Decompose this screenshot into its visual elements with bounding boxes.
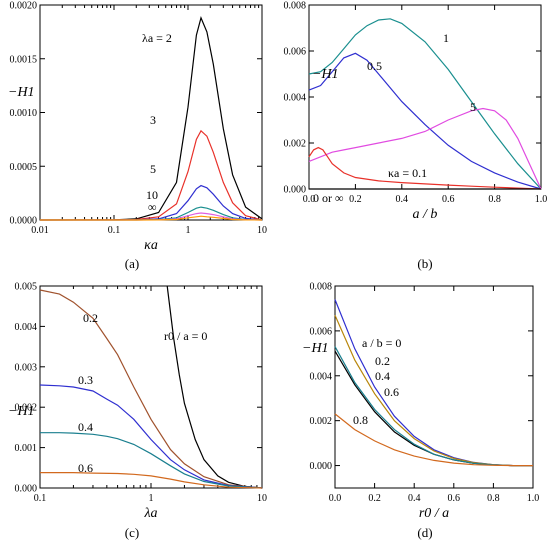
curve-label: 1 [443,31,449,45]
x-axis-label: κa [144,238,158,253]
y-tick-label: 0.008 [310,282,333,293]
x-tick-label: 1 [186,225,191,236]
curve-label: λa = 2 [142,31,172,45]
y-tick-label: 0.000 [284,185,307,196]
x-tick-label: 0.4 [396,194,409,205]
series-line [39,384,263,489]
series-line [308,18,542,190]
curve-label: 0 or ∞ [313,191,344,205]
curve-label: 5 [470,100,476,114]
x-tick-label: 0.4 [408,493,421,504]
y-tick-label: 0.002 [284,139,307,150]
x-axis-label: λa [143,506,157,521]
y-tick-label: 0.003 [15,362,38,373]
series-line [308,107,542,190]
y-tick-label: 0.002 [15,403,38,414]
y-axis-label: −H1 [312,67,339,82]
x-tick-label: 0.8 [487,493,500,504]
y-tick-label: 0.006 [284,47,307,58]
x-tick-label: 0.6 [448,493,461,504]
curve-label: 3 [150,113,156,127]
panel-caption: (a) [125,256,139,271]
series-line [39,16,263,221]
x-tick-label: 1.0 [535,194,548,205]
plot-frame [308,4,542,190]
x-axis-label: r0 / a [419,506,449,521]
x-tick-label: 0.2 [368,493,381,504]
x-tick-label: 10 [257,225,267,236]
chart-panel: 0.01 0.1 1 10 0.0000 0.0005 0.0010 0.0015 0.0020… [8,1,267,272]
y-tick-label: 0.0000 [10,216,38,227]
series-line [39,289,263,489]
y-axis-label: −H1 [302,341,329,356]
y-tick-label: 0.0005 [10,162,38,173]
curve-label: 0.4 [375,369,390,383]
series-line [334,299,533,467]
curve-label: κa = 0.1 [388,166,427,180]
x-tick-label: 0.2 [349,194,362,205]
panel-caption: (b) [417,256,432,271]
series-line [308,52,542,190]
y-tick-label: 0.004 [15,322,38,333]
x-tick-label: 0.1 [108,225,121,236]
x-tick-label: 1 [149,493,154,504]
y-tick-label: 0.002 [310,416,333,427]
plot-frame [334,285,534,489]
series-line [334,413,533,467]
curve-label: 0.6 [384,385,399,399]
series-line [308,146,542,190]
y-tick-label: 0.0020 [10,1,38,12]
series-line [334,346,533,467]
y-tick-label: 0.0010 [10,108,38,119]
y-tick-label: 0.008 [284,1,307,12]
curve-label: 0.2 [83,311,98,325]
curve-label: 0.8 [353,413,368,427]
series-line [40,215,263,221]
x-tick-label: 10 [257,493,267,504]
curve-label: 0.3 [78,373,93,387]
series-line [40,432,263,489]
curve-label: r0 / a = 0 [164,329,207,343]
curve-label: 0.5 [367,59,382,73]
curve-label: 0.4 [78,420,93,434]
chart-panel: 0.0 0.2 0.4 0.6 0.8 1.00.0000.0020.0040.0060.… [302,282,539,541]
series-line [166,285,263,489]
y-tick-label: 0.000 [310,461,333,472]
x-tick-label: 0.0 [329,493,342,504]
curve-label: 5 [150,162,156,176]
y-tick-label: 0.004 [284,93,307,104]
x-axis-label: a / b [413,207,438,222]
curve-label: a / b = 0 [362,336,401,350]
y-tick-label: 0.001 [15,443,38,454]
x-tick-label: 0.1 [34,493,47,504]
curve-label: ∞ [148,200,157,214]
y-tick-label: 0.000 [15,484,38,495]
panel-caption: (c) [125,525,139,540]
y-tick-label: 0.0015 [10,54,38,65]
y-axis-label: −H1 [8,404,35,419]
x-tick-label: 0.8 [488,194,501,205]
series-line [40,472,263,489]
y-tick-label: 0.006 [310,326,333,337]
y-tick-label: 0.004 [310,371,333,382]
y-tick-label: 0.005 [15,282,38,293]
panel-caption: (d) [417,525,432,540]
chart-panel: 0.0 0.2 0.4 0.6 0.8 1.0 0.000 0.002 0.004 0.006 0.… [284,1,548,272]
x-tick-label: 0.6 [442,194,455,205]
y-axis-label: −H1 [8,85,35,100]
x-tick-label: 0.01 [31,225,49,236]
x-tick-label: 1.0 [527,493,540,504]
x-tick-label: 0.0 [303,194,316,205]
curve-label: 0.6 [78,461,93,475]
curve-label: 10 [146,188,158,202]
curve-label: 0.2 [375,354,390,368]
chart-panel: 0.1 1 10 0.000 0.001 0.002 0.003 0.004 0.005 r0 /… [8,282,267,541]
